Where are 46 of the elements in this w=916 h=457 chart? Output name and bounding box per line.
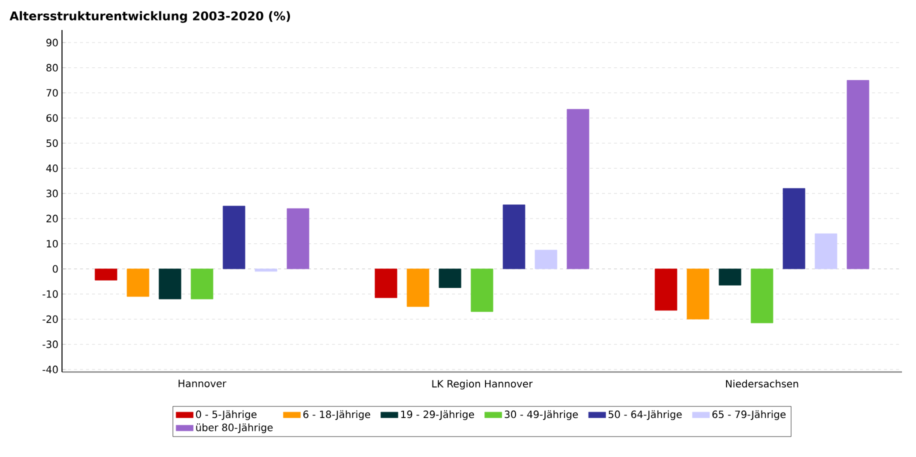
bar: [718, 268, 742, 286]
bar: [126, 268, 150, 297]
bar: [470, 268, 494, 312]
bar: [846, 80, 870, 270]
y-tick-label: -20: [42, 315, 58, 323]
bar: [502, 204, 526, 270]
y-tick-label: -40: [42, 366, 58, 374]
bar: [566, 109, 590, 270]
y-tick-label: -10: [42, 290, 58, 298]
y-tick-label: 90: [46, 38, 58, 46]
legend-label: 6 - 18-Jährige: [303, 410, 370, 420]
bar: [286, 208, 310, 270]
bar: [750, 268, 774, 324]
legend-label: 65 - 79-Jährige: [712, 410, 786, 420]
bar: [406, 268, 430, 307]
bar: [438, 268, 462, 288]
y-tick-label: 0: [52, 265, 58, 273]
y-tick-label: 30: [46, 190, 58, 198]
chart-title: Altersstrukturentwicklung 2003-2020 (%): [10, 11, 290, 23]
bar: [374, 268, 398, 298]
legend-label: 0 - 5-Jährige: [196, 410, 257, 420]
bar: [534, 250, 558, 270]
bar: [254, 268, 278, 272]
legend-label: 30 - 49-Jährige: [504, 410, 578, 420]
y-tick-label: 40: [46, 164, 58, 172]
legend-label: über 80-Jährige: [196, 423, 273, 434]
bar: [222, 206, 246, 270]
legend-label: 19 - 29-Jährige: [401, 410, 474, 420]
bar: [190, 268, 214, 300]
bar: [654, 268, 678, 311]
y-tick-label: 20: [46, 214, 58, 222]
bar: [94, 268, 118, 280]
y-tick-label: 50: [46, 139, 58, 147]
x-tick-label: Hannover: [178, 380, 226, 388]
bar: [158, 268, 182, 300]
bar: [782, 188, 806, 270]
x-tick-label: Niedersachsen: [726, 380, 798, 388]
y-tick-label: 70: [46, 89, 58, 97]
bar: [814, 233, 838, 270]
y-tick-label: 60: [46, 114, 58, 122]
y-tick-label: 10: [46, 240, 58, 248]
y-tick-label: 80: [46, 64, 58, 72]
bar: [686, 268, 710, 320]
y-tick-label: -30: [42, 340, 58, 348]
x-tick-label: LK Region Hannover: [432, 380, 533, 390]
legend-label: 50 - 64-Jährige: [608, 410, 682, 420]
